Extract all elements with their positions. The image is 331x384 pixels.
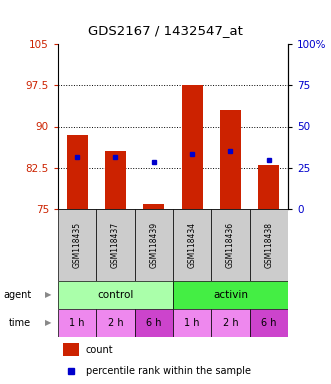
Text: GSM118435: GSM118435 <box>72 222 82 268</box>
Bar <box>96 309 135 337</box>
Text: 1 h: 1 h <box>184 318 200 328</box>
Text: GSM118439: GSM118439 <box>149 222 158 268</box>
Text: GDS2167 / 1432547_at: GDS2167 / 1432547_at <box>88 24 243 37</box>
Text: GSM118436: GSM118436 <box>226 222 235 268</box>
Text: 2 h: 2 h <box>108 318 123 328</box>
Bar <box>96 209 135 281</box>
Text: time: time <box>8 318 30 328</box>
Text: percentile rank within the sample: percentile rank within the sample <box>85 366 251 376</box>
Text: 1 h: 1 h <box>70 318 85 328</box>
Bar <box>173 209 211 281</box>
Bar <box>250 309 288 337</box>
Bar <box>58 209 96 281</box>
Text: activin: activin <box>213 290 248 300</box>
Bar <box>63 343 79 356</box>
Bar <box>220 110 241 209</box>
Text: GSM118437: GSM118437 <box>111 222 120 268</box>
Bar <box>58 281 173 309</box>
Text: ▶: ▶ <box>45 291 51 300</box>
Bar <box>173 309 211 337</box>
Bar <box>211 309 250 337</box>
Bar <box>211 209 250 281</box>
Text: control: control <box>97 290 134 300</box>
Bar <box>250 209 288 281</box>
Bar <box>258 165 279 209</box>
Bar <box>182 85 203 209</box>
Text: GSM118438: GSM118438 <box>264 222 273 268</box>
Bar <box>105 151 126 209</box>
Text: GSM118434: GSM118434 <box>188 222 197 268</box>
Text: agent: agent <box>3 290 31 300</box>
Text: 6 h: 6 h <box>146 318 162 328</box>
Text: ▶: ▶ <box>45 318 51 328</box>
Text: count: count <box>85 344 113 354</box>
Bar <box>135 309 173 337</box>
Text: 2 h: 2 h <box>223 318 238 328</box>
Bar <box>135 209 173 281</box>
Bar <box>173 281 288 309</box>
Bar <box>67 135 88 209</box>
Bar <box>58 309 96 337</box>
Text: 6 h: 6 h <box>261 318 276 328</box>
Bar <box>143 204 164 209</box>
